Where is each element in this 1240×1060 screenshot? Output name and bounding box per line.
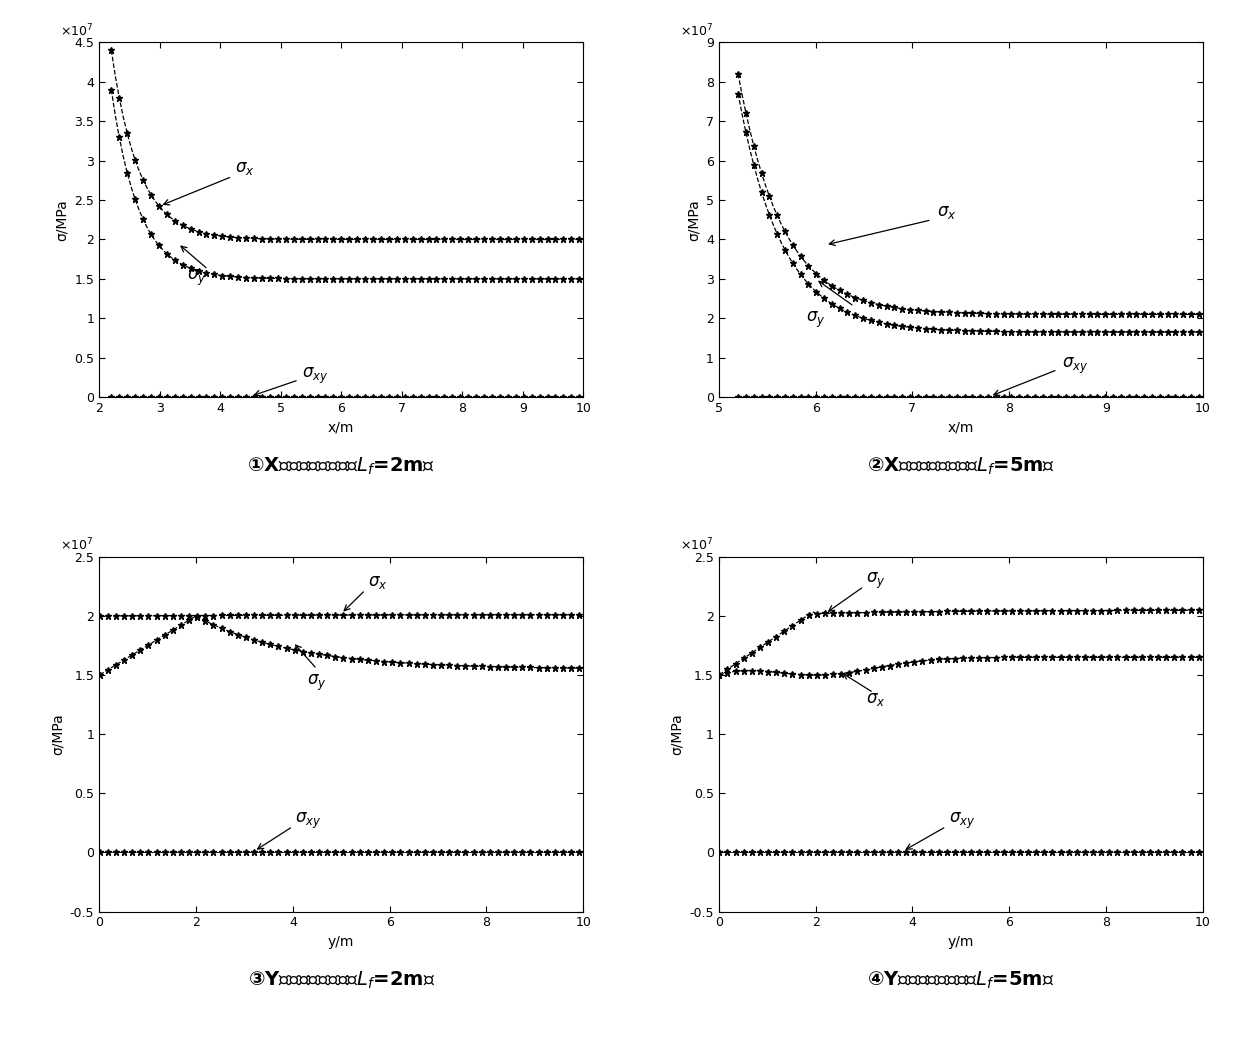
X-axis label: x/m: x/m <box>947 421 973 435</box>
Text: $\sigma_x$: $\sigma_x$ <box>936 202 956 220</box>
Text: $\sigma_{xy}$: $\sigma_{xy}$ <box>1063 355 1089 375</box>
Text: ①X轴应力分布曲线（$L_f$=2m）: ①X轴应力分布曲线（$L_f$=2m） <box>247 456 435 477</box>
Text: $\times 10^7$: $\times 10^7$ <box>680 536 713 553</box>
Text: $\sigma_{xy}$: $\sigma_{xy}$ <box>949 811 975 831</box>
Text: $\sigma_{xy}$: $\sigma_{xy}$ <box>301 366 329 386</box>
Text: ④Y轴应力分布曲线（$L_f$=5m）: ④Y轴应力分布曲线（$L_f$=5m） <box>867 970 1054 991</box>
Text: $\sigma_y$: $\sigma_y$ <box>187 268 207 288</box>
Text: ②X轴应力分布曲线（$L_f$=5m）: ②X轴应力分布曲线（$L_f$=5m） <box>867 456 1055 477</box>
Text: $\sigma_x$: $\sigma_x$ <box>236 159 255 177</box>
Text: $\sigma_y$: $\sigma_y$ <box>867 570 885 590</box>
Y-axis label: σ/MPa: σ/MPa <box>670 713 683 755</box>
Y-axis label: σ/MPa: σ/MPa <box>55 199 68 241</box>
Text: $\times 10^7$: $\times 10^7$ <box>61 536 94 553</box>
Text: $\sigma_{xy}$: $\sigma_{xy}$ <box>295 811 321 831</box>
X-axis label: y/m: y/m <box>947 935 973 949</box>
X-axis label: y/m: y/m <box>329 935 355 949</box>
Text: $\sigma_x$: $\sigma_x$ <box>368 573 387 591</box>
Text: $\sigma_y$: $\sigma_y$ <box>806 311 826 331</box>
Text: $\sigma_y$: $\sigma_y$ <box>308 672 327 692</box>
Y-axis label: σ/MPa: σ/MPa <box>687 199 701 241</box>
Text: $\sigma_x$: $\sigma_x$ <box>867 690 885 708</box>
Text: $\times 10^7$: $\times 10^7$ <box>61 22 94 39</box>
Text: $\times 10^7$: $\times 10^7$ <box>680 22 713 39</box>
X-axis label: x/m: x/m <box>329 421 355 435</box>
Y-axis label: σ/MPa: σ/MPa <box>51 713 64 755</box>
Text: ③Y轴应力分布曲线（$L_f$=2m）: ③Y轴应力分布曲线（$L_f$=2m） <box>248 970 435 991</box>
